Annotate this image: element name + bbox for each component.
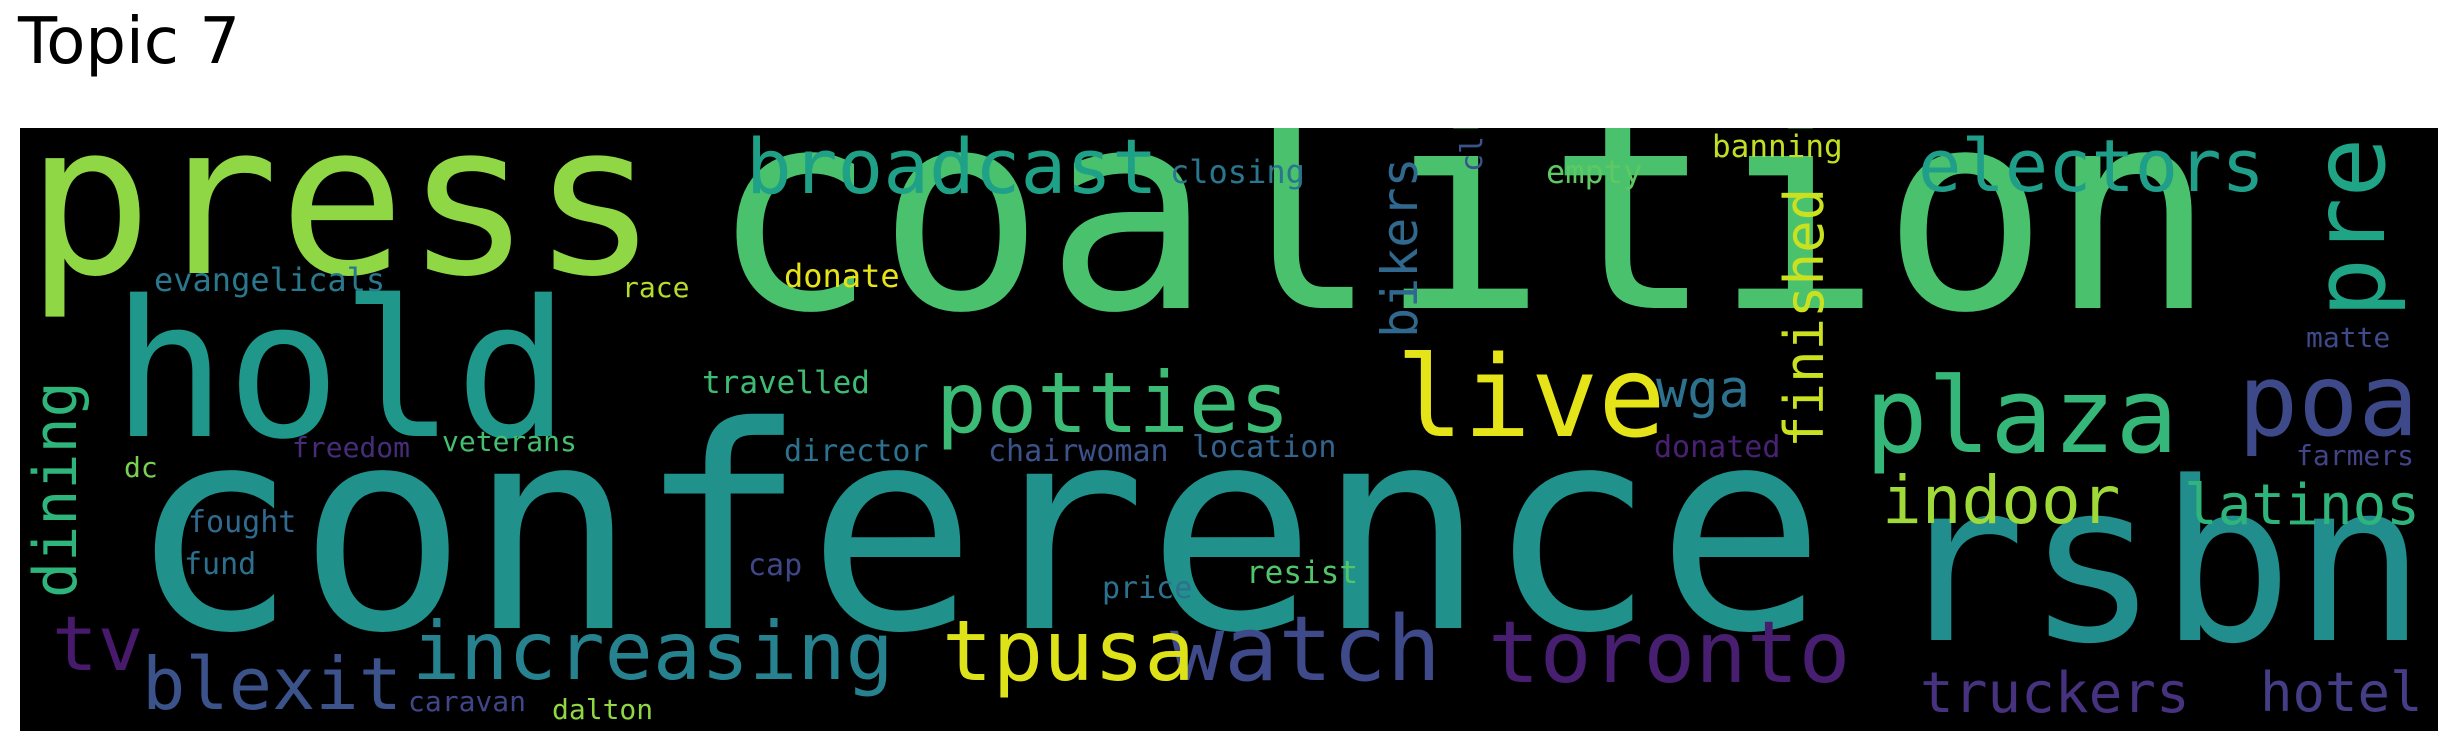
word-director: director bbox=[784, 434, 929, 469]
word-banning: banning bbox=[1712, 129, 1843, 165]
word-latinos: latinos bbox=[2184, 473, 2421, 538]
word-plaza: plaza bbox=[1865, 355, 2179, 477]
word-broadcast: broadcast bbox=[746, 128, 1158, 211]
word-cloud: press coalition conference hold rsbn bro… bbox=[20, 128, 2438, 731]
word-chairwoman: chairwoman bbox=[988, 434, 1169, 469]
word-location: location bbox=[1192, 430, 1337, 465]
word-farmers: farmers bbox=[2296, 439, 2415, 472]
word-poa: poa bbox=[2238, 342, 2419, 459]
word-dalton: dalton bbox=[552, 693, 654, 726]
word-bikers: bikers bbox=[1371, 157, 1429, 338]
word-hold: hold bbox=[112, 260, 570, 481]
word-price: price bbox=[1102, 571, 1193, 606]
word-matte: matte bbox=[2306, 321, 2391, 354]
word-watch: watch bbox=[1170, 597, 1441, 702]
word-toronto: toronto bbox=[1488, 603, 1851, 703]
word-truckers: truckers bbox=[1920, 661, 2190, 726]
word-pre: pre bbox=[2291, 137, 2408, 318]
word-live: live bbox=[1396, 333, 1666, 463]
word-fought: fought bbox=[188, 505, 297, 540]
word-freedom: freedom bbox=[292, 431, 411, 464]
word-coalition: coalition bbox=[710, 128, 2217, 374]
word-caravan: caravan bbox=[408, 685, 527, 718]
word-cap: cap bbox=[748, 548, 803, 583]
topic-title: Topic 7 bbox=[18, 5, 241, 79]
word-evangelicals: evangelicals bbox=[154, 261, 386, 299]
word-increasing: increasing bbox=[412, 605, 894, 698]
word-tpusa: tpusa bbox=[942, 602, 1195, 700]
word-race: race bbox=[622, 271, 690, 304]
word-rsbn: rsbn bbox=[1892, 435, 2427, 693]
word-electors: electors bbox=[1918, 128, 2265, 208]
word-veterans: veterans bbox=[442, 425, 577, 458]
word-dc: dc bbox=[124, 451, 158, 484]
word-press: press bbox=[26, 128, 659, 323]
word-tv: tv bbox=[52, 599, 144, 688]
word-indoor: indoor bbox=[1882, 462, 2121, 539]
word-empty: empty bbox=[1546, 153, 1643, 191]
word-blexit: blexit bbox=[142, 642, 403, 726]
word-cl: cl bbox=[1455, 135, 1490, 172]
word-conference: conference bbox=[128, 366, 1826, 695]
word-travelled: travelled bbox=[702, 365, 870, 401]
word-donate: donate bbox=[784, 257, 900, 295]
word-hotel: hotel bbox=[2260, 661, 2423, 724]
word-closing: closing bbox=[1170, 153, 1305, 191]
word-finished: finished bbox=[1773, 187, 1836, 448]
word-wga: wga bbox=[1656, 360, 1750, 420]
word-donated: donated bbox=[1654, 430, 1781, 465]
word-resist: resist bbox=[1246, 555, 1358, 591]
word-fund: fund bbox=[184, 547, 257, 582]
word-dining: dining bbox=[21, 381, 91, 598]
word-potties: potties bbox=[936, 354, 1291, 452]
